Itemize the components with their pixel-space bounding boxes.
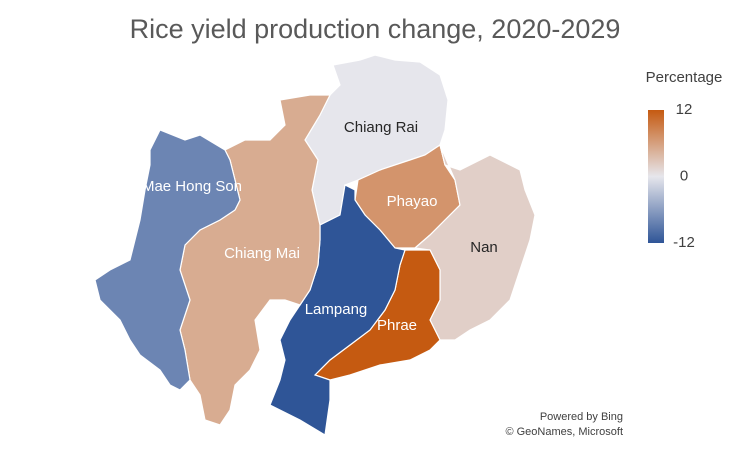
region-label: Phrae (377, 317, 417, 334)
legend-title: Percentage (646, 69, 723, 86)
legend-tick-label: 12 (676, 101, 693, 118)
color-bar (648, 110, 664, 243)
legend-tick-label: 0 (680, 167, 688, 184)
region (94, 129, 241, 391)
credit: Powered by Bing (540, 411, 623, 423)
map-regions (94, 54, 536, 436)
region-label: Phayao (387, 193, 438, 210)
region-label: Chiang Rai (344, 119, 418, 136)
region (413, 144, 536, 341)
region-label: Lampang (305, 301, 368, 318)
chart-title: Rice yield production change, 2020-2029 (130, 14, 621, 44)
region-label: Nan (470, 239, 498, 256)
region-label: Mae Hong Son (142, 178, 242, 195)
region-label: Chiang Mai (224, 245, 300, 262)
legend-tick-label: -12 (673, 234, 695, 251)
credit: © GeoNames, Microsoft (505, 426, 623, 438)
